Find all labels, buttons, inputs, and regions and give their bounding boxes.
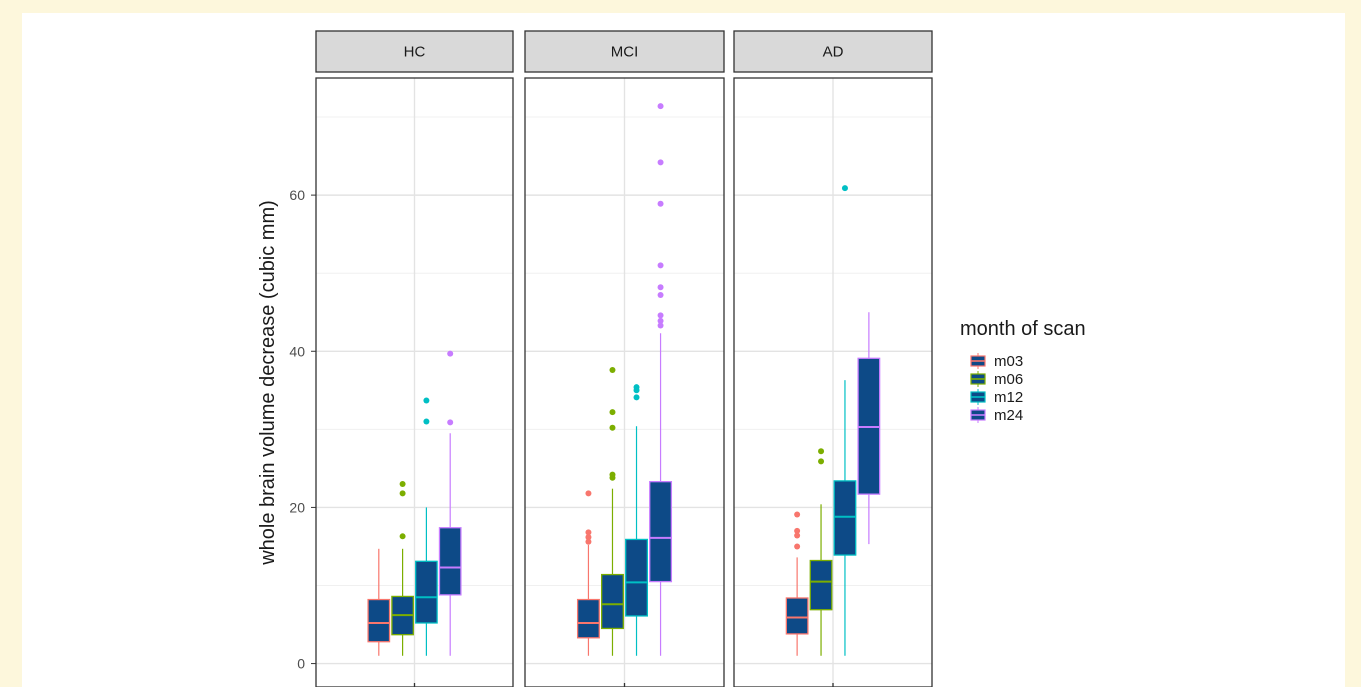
box-body — [367, 598, 391, 643]
box-body — [809, 559, 833, 611]
box-m03 — [576, 490, 600, 656]
facet-panel-mci: MCI — [524, 30, 725, 687]
outlier-point — [585, 534, 592, 541]
box-m24 — [857, 312, 881, 545]
panel-border — [733, 77, 933, 687]
y-axis-label: whole brain volume decrease (cubic mm) — [257, 200, 279, 566]
box-body — [601, 573, 624, 630]
outlier-point — [609, 471, 616, 478]
box-m06 — [391, 481, 414, 656]
box-body — [625, 538, 648, 617]
outlier-point — [657, 159, 664, 166]
facet-strip-label: HC — [404, 44, 426, 61]
outlier-point — [633, 384, 640, 391]
outlier-point — [657, 103, 664, 110]
figure-frame: 0 20 40 60 whole brain volume decrease (cubi… — [22, 13, 1345, 687]
outlier-point — [423, 397, 430, 404]
outlier-point — [609, 367, 616, 374]
outlier-point — [818, 458, 825, 465]
outlier-point — [794, 532, 801, 539]
outlier-point — [657, 292, 664, 299]
legend-label: m24 — [994, 407, 1023, 424]
box-m24 — [438, 350, 462, 656]
box-m06 — [601, 367, 624, 656]
outlier-point — [399, 481, 406, 487]
outlier-point — [399, 533, 406, 540]
facet-strip-label: MCI — [611, 44, 639, 61]
y-tick-label: 40 — [289, 343, 305, 359]
box-m03 — [367, 548, 391, 656]
box-body — [576, 598, 600, 639]
facet-strip — [524, 30, 725, 73]
outlier-point — [657, 317, 664, 324]
outlier-point — [657, 262, 664, 269]
outlier-point — [423, 418, 430, 425]
facet-panel-ad: AD — [733, 30, 933, 687]
facet-panel-hc: HC — [315, 30, 514, 687]
panel-border — [524, 77, 725, 687]
outlier-point — [585, 538, 592, 545]
facet-strip — [733, 30, 933, 73]
box-m06 — [809, 448, 833, 656]
outlier-point — [818, 448, 825, 455]
outlier-point — [657, 312, 664, 319]
legend-label: m06 — [994, 371, 1023, 388]
box-body — [649, 481, 673, 583]
box-body — [785, 597, 809, 635]
box-body — [415, 560, 438, 624]
outlier-point — [585, 490, 592, 497]
outlier-point — [609, 409, 616, 416]
facet-strip-label: AD — [823, 44, 844, 61]
outlier-point — [794, 543, 801, 550]
legend-label: m12 — [994, 389, 1023, 406]
outlier-point — [841, 185, 848, 192]
boxplot-chart: 0 20 40 60 whole brain volume decrease (cubi… — [257, 30, 1086, 687]
panel-border — [315, 77, 514, 687]
box-m12 — [833, 185, 857, 656]
legend-title: month of scan — [960, 318, 1086, 340]
outlier-point — [794, 511, 801, 518]
legend-item-m06: m06 — [970, 371, 1023, 388]
outlier-point — [585, 529, 592, 536]
outlier-point — [447, 350, 454, 357]
y-tick-label: 20 — [289, 499, 305, 515]
chart-area: 0 20 40 60 whole brain volume decrease (cubi… — [22, 13, 1345, 687]
legend-item-m03: m03 — [970, 353, 1023, 370]
outlier-point — [447, 419, 454, 426]
legend-item-m24: m24 — [970, 407, 1023, 424]
outlier-point — [794, 527, 801, 534]
outlier-point — [399, 490, 406, 497]
facet-strip — [315, 30, 514, 73]
y-tick-label: 60 — [289, 187, 305, 203]
box-m03 — [785, 511, 809, 656]
y-tick-label: 0 — [297, 656, 305, 672]
outlier-point — [657, 322, 664, 329]
box-body — [833, 480, 857, 556]
outlier-point — [633, 394, 640, 401]
box-m12 — [625, 384, 648, 656]
box-m24 — [649, 103, 673, 656]
box-m12 — [415, 397, 438, 656]
outlier-point — [657, 200, 664, 207]
legend-item-m12: m12 — [970, 389, 1023, 406]
box-body — [438, 527, 462, 596]
outlier-point — [657, 284, 664, 291]
legend-label: m03 — [994, 353, 1023, 370]
outlier-point — [609, 424, 616, 431]
